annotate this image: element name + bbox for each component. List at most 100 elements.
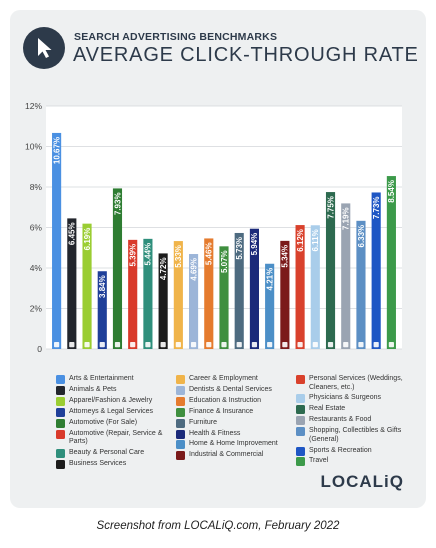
legend-item: Health & Fitness [176,429,241,439]
plane-icon [388,342,394,348]
legend-item: Furniture [176,418,218,428]
tooth-icon [176,385,185,395]
bar-17 [295,225,305,349]
legend-label: Career & Employment [189,375,258,382]
building-icon [327,342,334,348]
legend-label: Finance & Insurance [189,407,254,415]
hanger-icon [56,396,65,406]
hanger-icon [84,342,90,348]
bar-22 [371,192,381,349]
tooth-icon [190,342,197,348]
bar-value-label: 4.21% [265,268,274,291]
legend-item: Sports & Recreation [296,446,372,456]
factory-icon [176,451,185,461]
bar-value-label: 5.34% [281,245,290,268]
factory-icon [282,342,288,348]
bar-value-label: 7.93% [113,192,122,215]
legend-item: Restaurants & Food [296,416,372,426]
legend-item: Animals & Pets [56,385,116,395]
legend-item: Beauty & Personal Care [56,448,145,458]
chart-title: AVERAGE CLICK-THROUGH RATE [73,44,419,66]
ticket-icon [56,375,65,384]
car-icon [56,418,65,428]
fork-knife-icon [296,416,305,426]
bar-23 [386,176,396,349]
bar-13 [234,232,244,349]
briefcase-icon [56,459,65,469]
legend-item: Industrial & Commercial [176,451,264,461]
bar-3 [82,223,92,349]
graduation-icon [176,396,185,406]
plane-icon [296,457,305,467]
home-icon [176,440,185,450]
legend-item: Career & Employment [176,375,258,384]
bar-value-label: 7.73% [372,196,381,219]
gavel-icon [99,342,105,348]
bar-value-label: 4.69% [189,258,198,281]
bar-value-label: 7.19% [342,207,351,230]
brand-logo: LOCALiQ [320,472,404,491]
bar-4 [97,271,107,349]
y-tick-label: 6% [30,223,43,233]
bar-value-label: 7.75% [326,196,335,219]
supertitle: SEARCH ADVERTISING BENCHMARKS [74,31,278,43]
y-tick-label: 12% [25,101,42,111]
legend-item: Home & Home Improvement [176,440,278,450]
bar-value-label: 6.45% [68,222,77,245]
scissors-icon [297,342,303,348]
legend-label: Health & Fitness [189,429,241,437]
briefcase-icon [160,342,166,348]
paw-icon [69,342,75,348]
bar-20 [341,203,351,349]
legend-label: Industrial & Commercial [189,451,264,459]
bar-value-label: 6.33% [357,225,366,248]
building-icon [296,405,305,415]
bar-value-label: 5.07% [220,250,229,273]
chair-icon [236,342,242,348]
chair-icon [176,418,185,428]
infographic-card: SEARCH ADVERTISING BENCHMARKS AVERAGE CL… [10,10,426,508]
bar-11 [204,238,214,349]
bar-value-label: 3.84% [98,275,107,298]
bar-value-label: 5.33% [174,245,183,268]
graduation-icon [206,342,212,348]
legend-label: Restaurants & Food [309,416,372,424]
ball-icon [296,446,305,456]
bar-value-label: 10.67% [52,137,61,164]
legend-label: Shopping, Collectibles & Gifts (General) [309,427,402,443]
legend-label: Home & Home Improvement [189,440,278,448]
heart-icon [251,342,258,348]
fork-knife-icon [343,342,349,348]
legend-item: Automotive (For Sale) [56,418,137,428]
bar-value-label: 6.19% [83,228,92,251]
bar-value-label: 5.39% [128,244,137,267]
bar-5 [112,188,123,349]
legend-label: Physicians & Surgeons [309,394,381,402]
legend-item: Business Services [56,459,126,469]
legend: Arts & Entertainment Animals & Pets Appare… [10,10,426,469]
brush-icon [56,448,65,458]
bar-value-label: 8.54% [387,180,396,203]
y-tick-label: 10% [25,142,42,152]
gift-icon [358,342,364,348]
bar-value-label: 5.46% [205,242,214,265]
heart-icon [176,429,185,439]
legend-label: Dentists & Dental Services [189,385,272,393]
coin-icon [221,342,227,348]
y-tick-label: 0 [37,344,42,354]
legend-label: Beauty & Personal Care [69,448,145,456]
bar-value-label: 5.94% [250,233,259,256]
brush-icon [145,342,151,348]
legend-label: Automotive (Repair, Service & Parts) [69,429,163,446]
bar-value-label: 5.44% [144,243,153,266]
bar-value-label: 6.12% [296,229,305,252]
ball-icon [373,342,379,348]
gift-icon [296,427,305,437]
legend-item: Attorneys & Legal Services [56,407,153,417]
bar-value-label: 4.72% [159,257,168,280]
legend-label: Furniture [189,418,218,426]
bar-7 [143,238,153,349]
ticket-icon [54,342,60,348]
legend-item: Finance & Insurance [176,407,254,417]
cursor-logo-icon [23,27,65,69]
